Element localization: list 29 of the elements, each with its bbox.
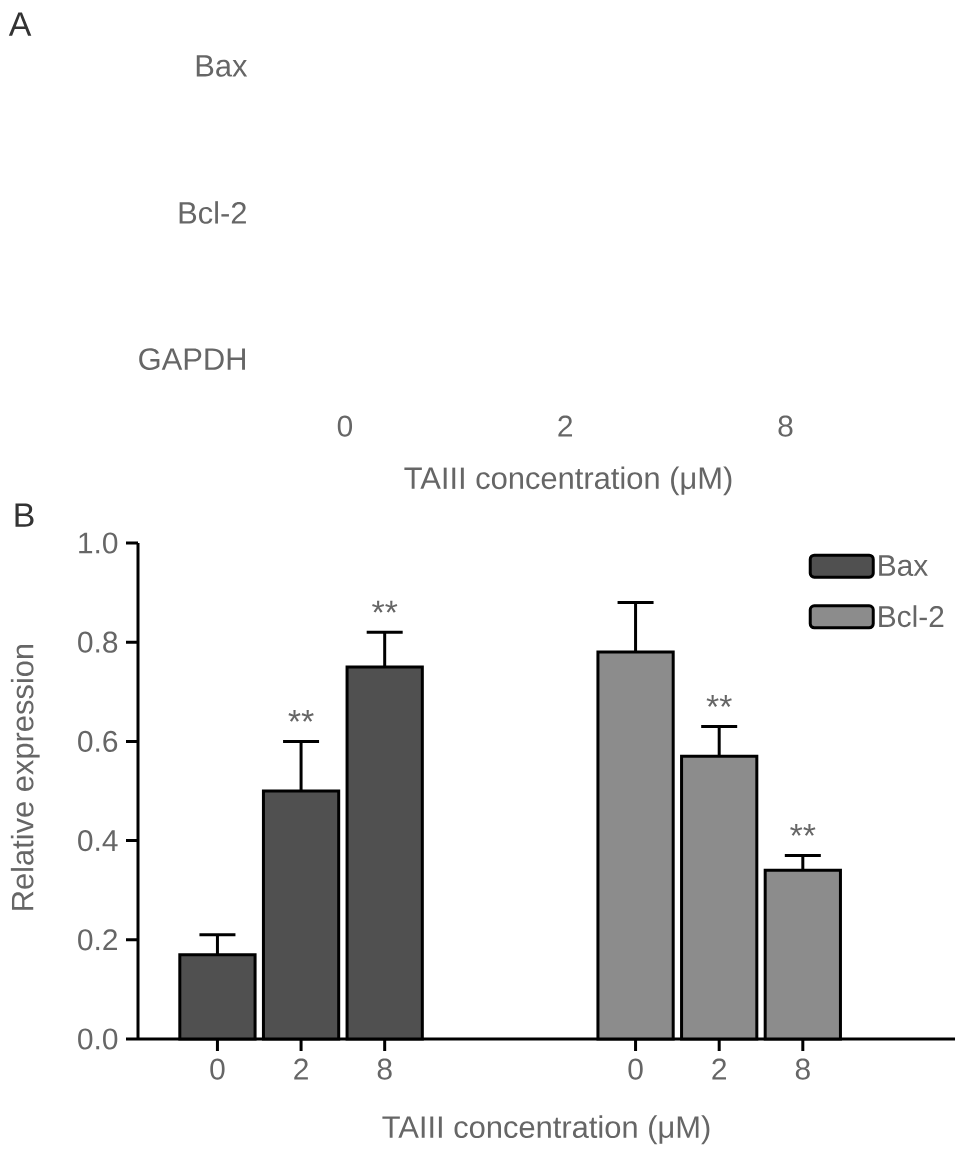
y-axis-title: Relative expression (10, 644, 40, 910)
category-label: 0 (337, 415, 353, 437)
data-label: ** (372, 600, 398, 613)
category-label: Bcl-2 (179, 201, 246, 224)
category-label: Bax (196, 55, 248, 77)
data-label: ** (288, 709, 314, 722)
category-label: GAPDH (139, 348, 245, 371)
y-tick-label: 0.0 (78, 1028, 118, 1050)
y-tick-label: 0.4 (78, 830, 118, 852)
legend-label: Bax (879, 555, 928, 577)
category-label: 8 (778, 415, 793, 437)
data-label: ** (706, 695, 732, 707)
y-tick-label: 0.6 (78, 730, 118, 752)
chart-title: B (15, 503, 34, 527)
x-tick-label: 2 (712, 1058, 726, 1080)
x-tick-label: 8 (377, 1058, 392, 1080)
x-tick-label: 8 (795, 1058, 810, 1080)
y-tick-label: 1.0 (79, 532, 118, 554)
data-label: ** (790, 823, 816, 836)
text: A (8, 12, 32, 36)
legend-label: Bcl-2 (879, 605, 944, 628)
x-tick-label: 2 (294, 1058, 308, 1080)
x-axis-title: TAIII concentration (μM) (382, 1115, 710, 1145)
y-tick-label: 0.8 (78, 631, 118, 653)
text: TAIII concentration (μM) (404, 466, 732, 496)
x-tick-label: 0 (628, 1058, 643, 1080)
y-tick-label: 0.2 (78, 929, 117, 951)
x-tick-label: 0 (210, 1058, 225, 1080)
category-label: 2 (558, 415, 573, 437)
